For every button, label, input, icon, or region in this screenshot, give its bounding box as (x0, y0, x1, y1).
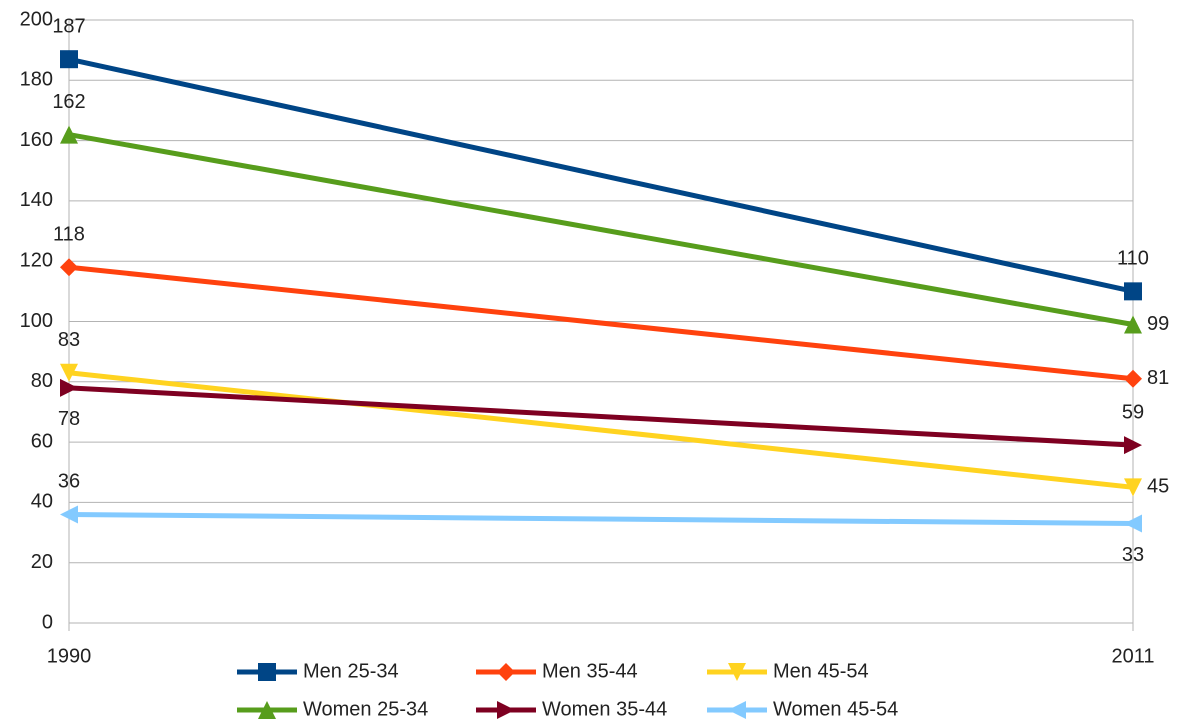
data-label: 33 (1122, 544, 1144, 566)
y-tick-label: 80 (31, 370, 53, 392)
marker (1124, 282, 1142, 301)
legend-label: Men 35-44 (542, 660, 638, 682)
y-tick-label: 160 (20, 129, 53, 151)
marker (1124, 369, 1142, 388)
series-line (68, 132, 1134, 327)
series-line (68, 511, 1134, 527)
legend-label: Women 45-54 (773, 698, 898, 720)
marker (60, 50, 78, 69)
y-tick-label: 120 (20, 249, 53, 271)
legend-marker (258, 663, 276, 681)
y-tick-label: 60 (31, 430, 53, 452)
marker (60, 363, 78, 382)
marker (60, 378, 78, 397)
y-tick-label: 20 (31, 551, 53, 573)
series-line (68, 385, 1134, 448)
marker (1124, 436, 1142, 455)
legend-marker (497, 701, 515, 719)
y-tick-label: 200 (20, 8, 53, 30)
data-label: 81 (1147, 367, 1169, 389)
y-tick-label: 100 (20, 310, 53, 332)
data-label: 118 (53, 224, 85, 246)
data-label: 83 (58, 329, 80, 351)
y-tick-label: 140 (20, 189, 53, 211)
data-label: 78 (58, 408, 80, 430)
legend-marker (728, 701, 746, 719)
marker (1124, 514, 1142, 533)
data-label: 99 (1147, 313, 1169, 335)
x-tick-label: 1990 (47, 645, 92, 667)
data-label: 59 (1122, 401, 1144, 423)
series-line (68, 264, 1134, 382)
y-tick-label: 180 (20, 69, 53, 91)
legend-marker (258, 701, 276, 719)
marker (60, 505, 78, 524)
legend-marker (497, 663, 515, 681)
legend-label: Women 25-34 (303, 698, 428, 720)
marker (60, 258, 78, 277)
legend-label: Men 45-54 (773, 660, 869, 682)
series-line (68, 56, 1134, 294)
marker (60, 125, 78, 144)
marker (1124, 478, 1142, 497)
data-label: 45 (1147, 476, 1169, 498)
x-tick-label: 2011 (1111, 645, 1154, 667)
legend-marker (728, 663, 746, 681)
data-label: 187 (52, 15, 85, 37)
series-line (68, 370, 1134, 490)
marker (1124, 315, 1142, 334)
legend-label: Women 35-44 (542, 698, 667, 720)
data-label: 162 (52, 91, 85, 113)
data-label: 110 (1117, 248, 1149, 270)
y-tick-label: 40 (31, 491, 53, 513)
y-tick-label: 0 (42, 611, 53, 633)
data-label: 36 (58, 471, 80, 493)
legend-label: Men 25-34 (303, 660, 399, 682)
